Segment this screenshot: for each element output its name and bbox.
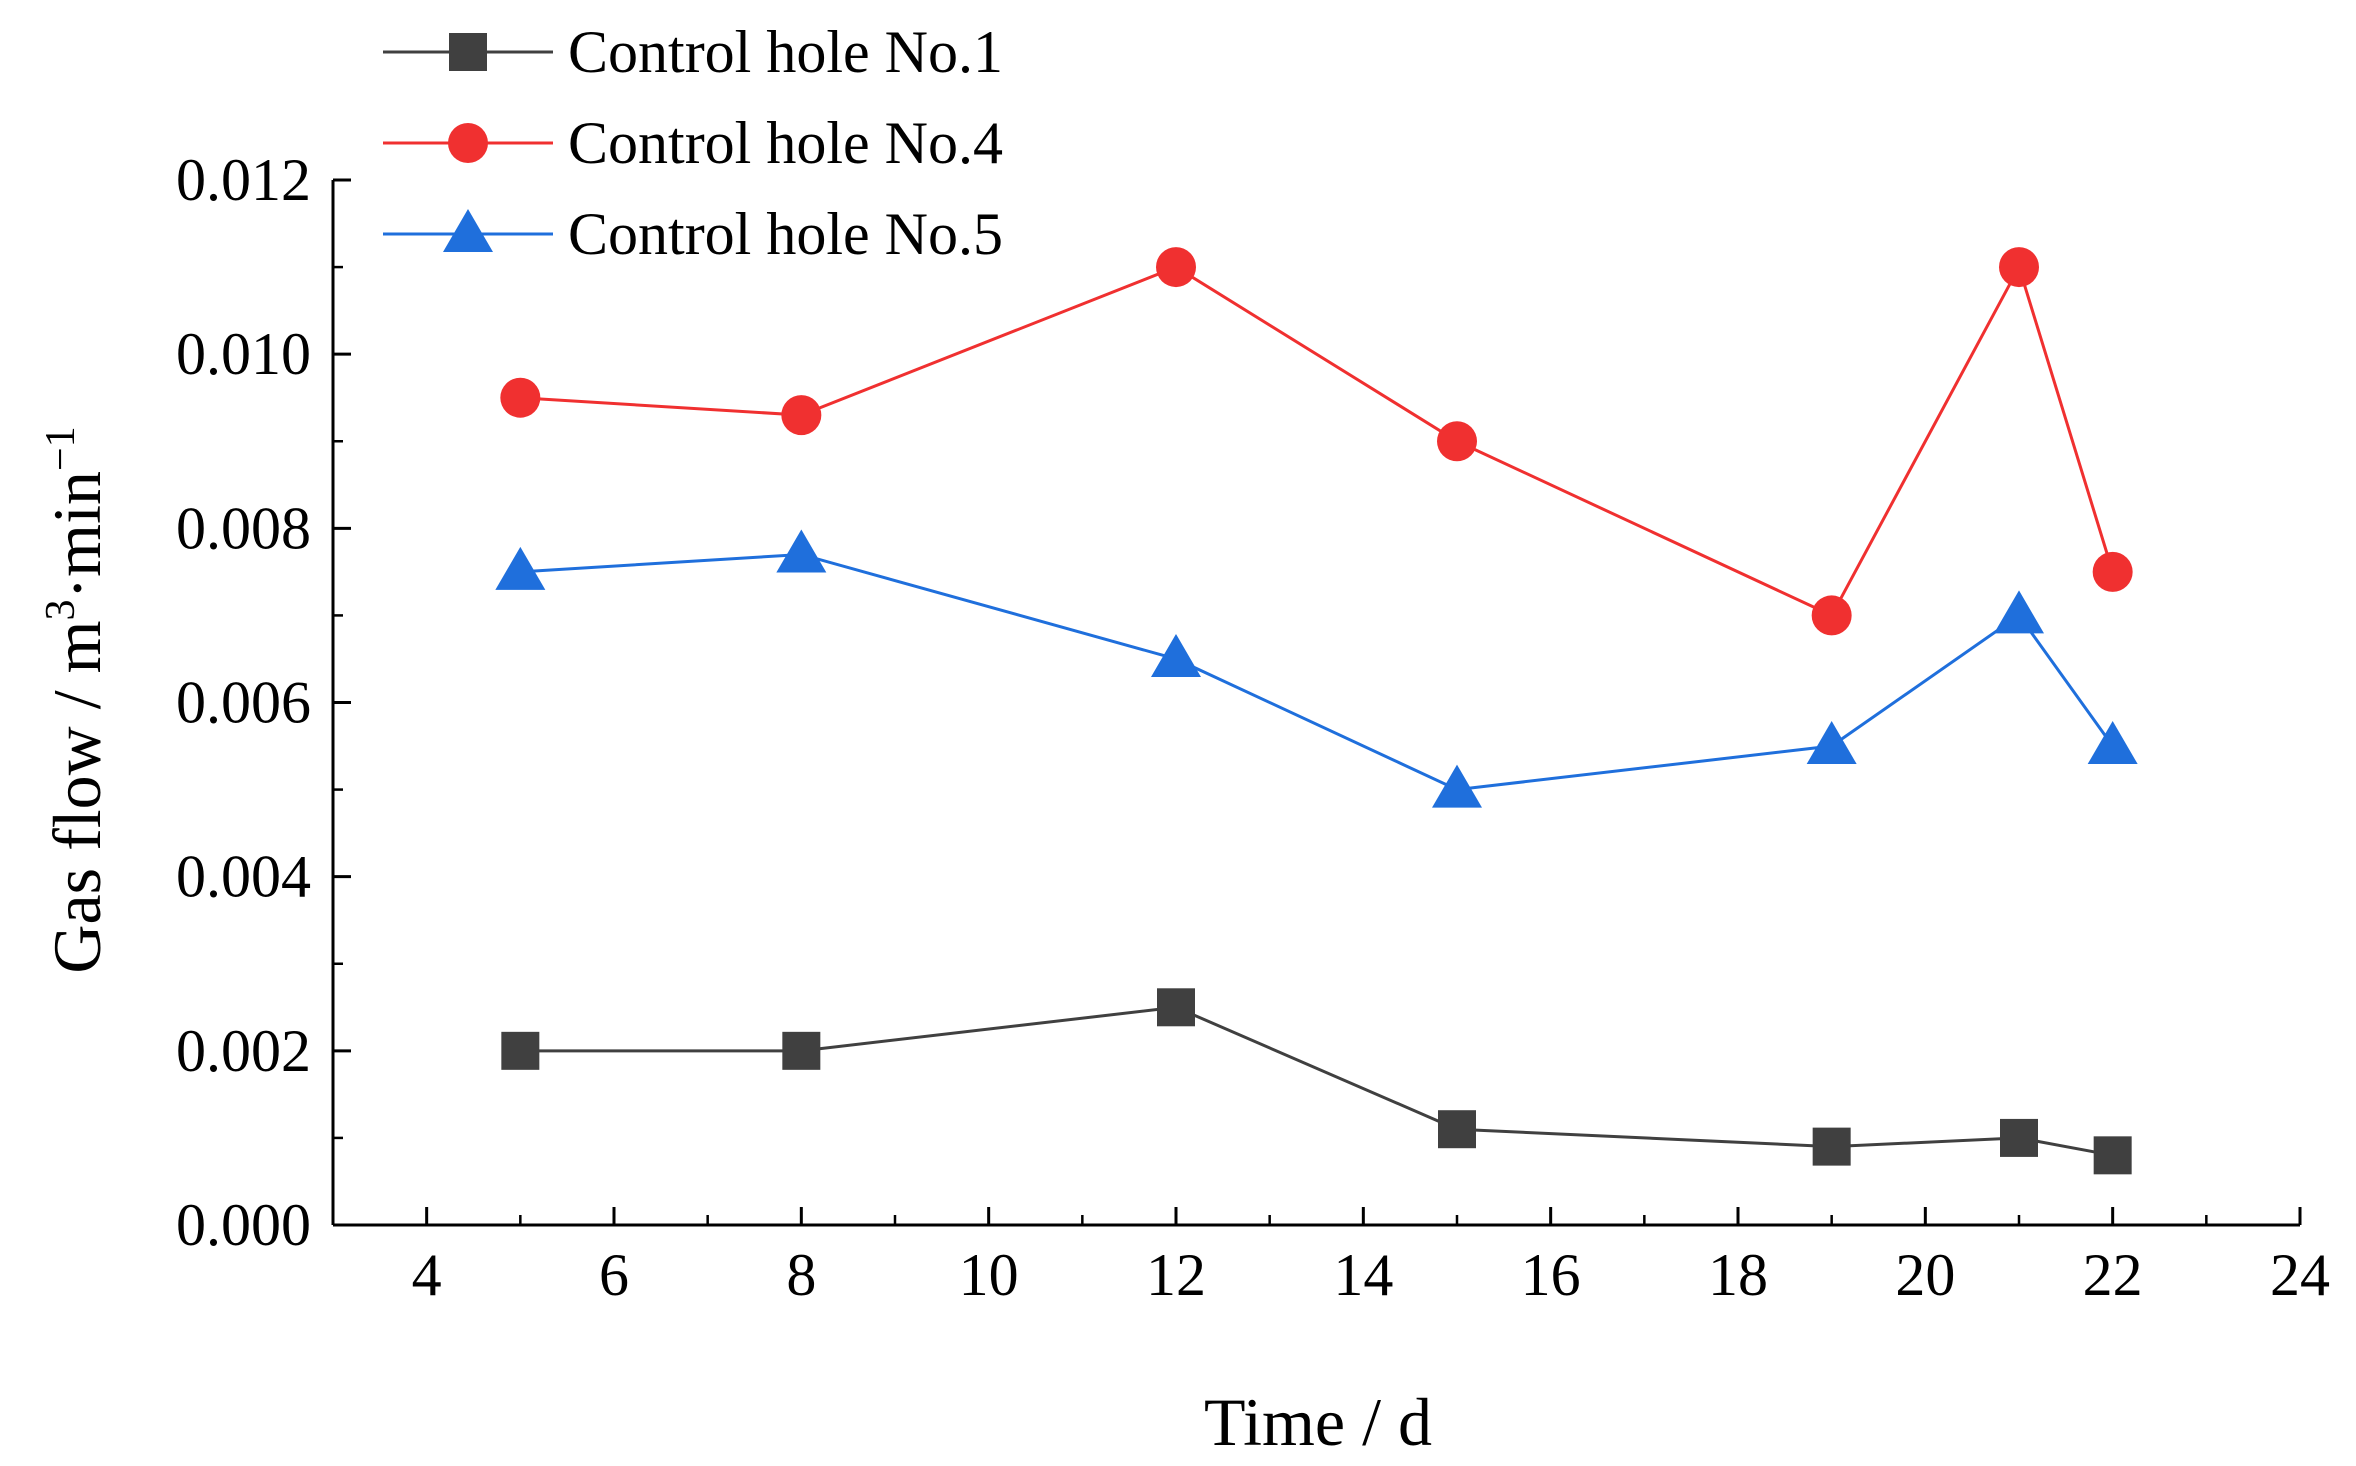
data-point (495, 546, 546, 590)
x-tick-label: 18 (1708, 1242, 1768, 1308)
legend-entry: Control hole No.4 (383, 110, 1003, 176)
series-2 (500, 247, 2133, 636)
data-point (776, 529, 827, 573)
x-tick-label: 22 (2083, 1242, 2143, 1308)
legend-marker (448, 123, 488, 163)
x-axis-title: Time / d (1204, 1384, 1432, 1460)
x-axis-ticks: 4 6 8 10 12 14 16 18 20 22 24 (331, 1207, 2330, 1308)
y-tick-label: 0.000 (176, 1192, 311, 1258)
data-point (1437, 421, 1477, 462)
legend-entry: Control hole No.1 (383, 19, 1003, 85)
series-3 (495, 529, 2138, 808)
data-point (1151, 633, 1201, 677)
data-point (500, 377, 541, 418)
data-point (2093, 1136, 2132, 1175)
series-line (520, 552, 2114, 792)
data-point (501, 1031, 540, 1070)
data-point (1999, 247, 2039, 288)
x-tick-label: 20 (1895, 1242, 1955, 1308)
y-tick-label: 0.002 (176, 1018, 311, 1084)
legend-entry: Control hole No.5 (383, 201, 1003, 267)
legend-marker (449, 33, 487, 71)
x-tick-label: 12 (1146, 1242, 1206, 1308)
data-point (1432, 764, 1482, 808)
x-tick-label: 8 (786, 1242, 816, 1308)
y-axis-title: Gas flow / m3·min−1 (38, 426, 115, 973)
x-tick-label: 24 (2270, 1242, 2330, 1308)
data-point (1438, 1110, 1476, 1149)
data-point (2087, 721, 2138, 765)
y-tick-label: 0.004 (176, 844, 311, 910)
series-layer (495, 247, 2138, 1175)
data-point (1811, 595, 1852, 636)
legend-label: Control hole No.1 (568, 19, 1003, 85)
y-tick-label: 0.006 (176, 670, 311, 736)
legend-label: Control hole No.5 (568, 201, 1003, 267)
series-line (520, 263, 2115, 618)
data-point (1806, 721, 1857, 765)
data-point (1812, 1127, 1851, 1166)
x-tick-label: 16 (1521, 1242, 1581, 1308)
data-point (1156, 247, 1196, 288)
y-tick-label: 0.012 (176, 147, 311, 213)
x-tick-label: 6 (599, 1242, 629, 1308)
data-point (1157, 988, 1195, 1027)
data-point (781, 395, 822, 436)
legend-marker (443, 209, 493, 252)
series-line (520, 1005, 2113, 1157)
legend: Control hole No.1 Control hole No.4 Contro… (383, 19, 1003, 267)
x-tick-label: 14 (1333, 1242, 1393, 1308)
y-axis-ticks: 0.000 0.002 0.004 0.006 0.008 0.010 0.012 (176, 147, 351, 1258)
data-point (1994, 590, 2044, 634)
x-tick-label: 10 (959, 1242, 1019, 1308)
data-point (2092, 551, 2133, 592)
legend-label: Control hole No.4 (568, 110, 1003, 176)
data-point (2000, 1118, 2038, 1157)
data-point (782, 1031, 821, 1070)
x-tick-label: 4 (412, 1242, 442, 1308)
y-tick-label: 0.008 (176, 495, 311, 561)
series-1 (501, 988, 2132, 1175)
y-tick-label: 0.010 (176, 321, 311, 387)
